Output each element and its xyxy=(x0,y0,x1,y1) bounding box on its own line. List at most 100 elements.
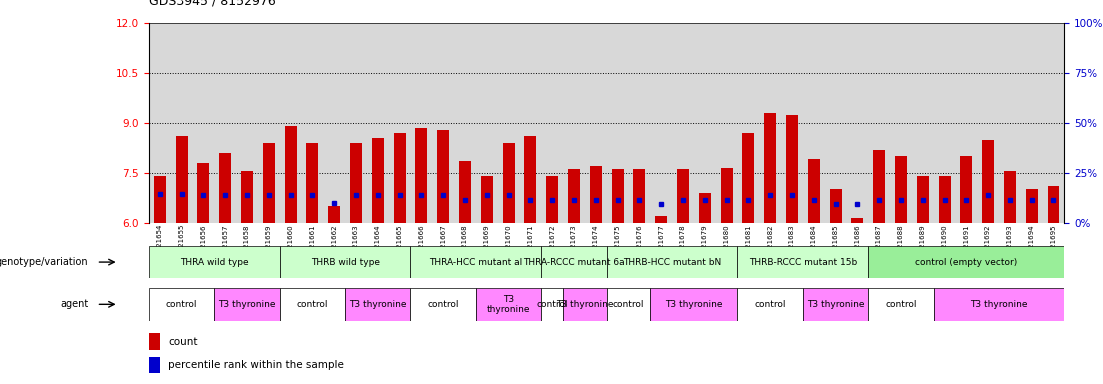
Bar xyxy=(807,159,820,223)
Bar xyxy=(607,23,629,223)
Bar xyxy=(607,288,651,321)
Bar xyxy=(149,333,160,349)
Text: percentile rank within the sample: percentile rank within the sample xyxy=(168,360,344,370)
Bar xyxy=(459,161,471,223)
Bar xyxy=(171,23,193,223)
Bar xyxy=(738,246,868,278)
Text: THRA wild type: THRA wild type xyxy=(180,258,248,266)
Bar xyxy=(563,23,585,223)
Bar xyxy=(503,143,515,223)
Bar xyxy=(829,189,842,223)
Bar xyxy=(651,23,672,223)
Text: T3
thyronine: T3 thyronine xyxy=(486,295,531,314)
Bar xyxy=(868,288,933,321)
Text: agent: agent xyxy=(60,299,88,310)
Bar xyxy=(694,23,716,223)
Bar xyxy=(258,23,280,223)
Text: control: control xyxy=(754,300,785,309)
Bar xyxy=(263,143,275,223)
Bar xyxy=(149,356,160,372)
Bar xyxy=(475,23,497,223)
Text: T3 thyronine: T3 thyronine xyxy=(349,300,407,309)
Bar xyxy=(329,206,340,223)
Bar xyxy=(280,246,410,278)
Text: THRB-HCC mutant bN: THRB-HCC mutant bN xyxy=(623,258,721,266)
Bar xyxy=(786,114,797,223)
Bar xyxy=(742,133,754,223)
Text: THRA-RCCC mutant 6a: THRA-RCCC mutant 6a xyxy=(523,258,624,266)
Bar xyxy=(285,126,297,223)
Bar xyxy=(280,23,301,223)
Bar xyxy=(410,246,542,278)
Bar xyxy=(149,246,280,278)
Bar xyxy=(999,23,1020,223)
Bar xyxy=(240,171,253,223)
Bar xyxy=(345,23,367,223)
Bar xyxy=(454,23,475,223)
Bar xyxy=(175,136,188,223)
Text: control: control xyxy=(536,300,568,309)
Bar xyxy=(874,149,885,223)
Bar xyxy=(759,23,781,223)
Text: count: count xyxy=(168,337,197,347)
Bar xyxy=(563,288,607,321)
Bar xyxy=(1026,189,1038,223)
Text: T3 thyronine: T3 thyronine xyxy=(806,300,865,309)
Bar xyxy=(497,23,520,223)
Text: THRB wild type: THRB wild type xyxy=(311,258,379,266)
Bar xyxy=(149,23,171,223)
Bar xyxy=(825,23,846,223)
Bar xyxy=(738,288,803,321)
Bar xyxy=(372,138,384,223)
Text: T3 thyronine: T3 thyronine xyxy=(971,300,1028,309)
Bar xyxy=(416,128,427,223)
Bar xyxy=(520,23,542,223)
Bar xyxy=(542,23,563,223)
Bar xyxy=(323,23,345,223)
Bar xyxy=(677,169,689,223)
Text: control: control xyxy=(297,300,328,309)
Bar xyxy=(590,166,602,223)
Bar xyxy=(895,156,907,223)
Bar xyxy=(917,176,929,223)
Bar xyxy=(868,23,890,223)
Bar xyxy=(481,176,493,223)
Bar xyxy=(982,139,994,223)
Bar xyxy=(607,246,738,278)
Bar xyxy=(1048,186,1060,223)
Bar xyxy=(410,23,432,223)
Bar xyxy=(1004,171,1016,223)
Bar xyxy=(542,246,607,278)
Bar xyxy=(153,176,165,223)
Bar xyxy=(219,153,232,223)
Bar xyxy=(432,23,454,223)
Bar xyxy=(367,23,388,223)
Bar xyxy=(568,169,580,223)
Bar xyxy=(1020,23,1042,223)
Bar xyxy=(388,23,410,223)
Bar xyxy=(764,113,777,223)
Text: genotype/variation: genotype/variation xyxy=(0,257,88,267)
Bar xyxy=(394,133,406,223)
Bar xyxy=(236,23,258,223)
Text: control: control xyxy=(612,300,644,309)
Bar xyxy=(655,216,667,223)
Bar xyxy=(868,246,1064,278)
Bar xyxy=(475,288,542,321)
Text: control: control xyxy=(165,300,197,309)
Bar xyxy=(214,288,280,321)
Bar xyxy=(307,143,319,223)
Bar xyxy=(214,23,236,223)
Text: GDS3945 / 8152976: GDS3945 / 8152976 xyxy=(149,0,276,8)
Text: THRA-HCC mutant al: THRA-HCC mutant al xyxy=(429,258,523,266)
Bar xyxy=(633,169,645,223)
Bar xyxy=(280,288,345,321)
Bar xyxy=(716,23,738,223)
Bar xyxy=(629,23,651,223)
Bar xyxy=(410,288,475,321)
Text: T3 thyronine: T3 thyronine xyxy=(665,300,722,309)
Bar xyxy=(977,23,999,223)
Bar xyxy=(933,23,955,223)
Bar xyxy=(720,168,732,223)
Bar xyxy=(781,23,803,223)
